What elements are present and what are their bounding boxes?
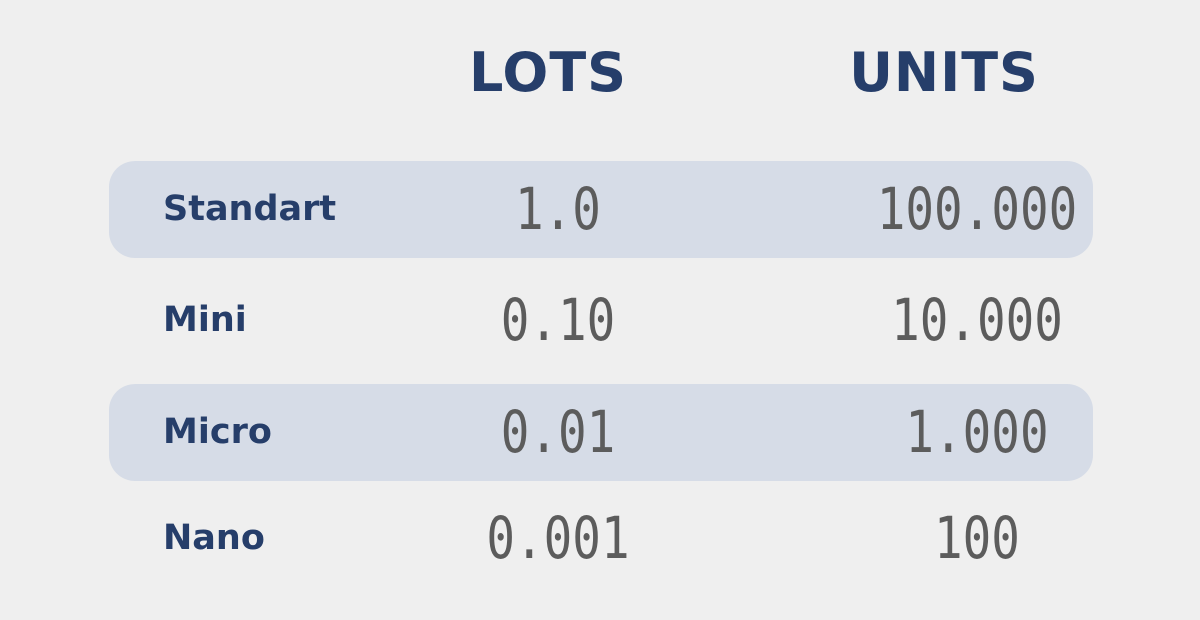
lots-column-header: LOTS [468,41,628,104]
units-value: 100 [934,504,1020,572]
units-value: 1.000 [905,398,1049,466]
lots-value: 1.0 [515,175,601,243]
row-label: Standart [163,189,337,229]
table-row-standart: Standart 1.0 100.000 [109,161,1093,258]
table-row-micro: Micro 0.01 1.000 [109,384,1093,481]
table-row-mini: Mini 0.10 10.000 [109,272,1093,369]
units-column-header: UNITS [849,41,1039,104]
table-row-nano: Nano 0.001 100 [109,490,1093,587]
lots-value: 0.001 [486,504,630,572]
lots-value: 0.01 [500,398,616,466]
row-label: Micro [163,412,272,452]
table-header: LOTS UNITS [0,38,1200,108]
row-label: Nano [163,518,265,558]
units-value: 10.000 [891,286,1063,354]
row-label: Mini [163,300,247,340]
lots-value: 0.10 [500,286,616,354]
units-value: 100.000 [876,175,1078,243]
